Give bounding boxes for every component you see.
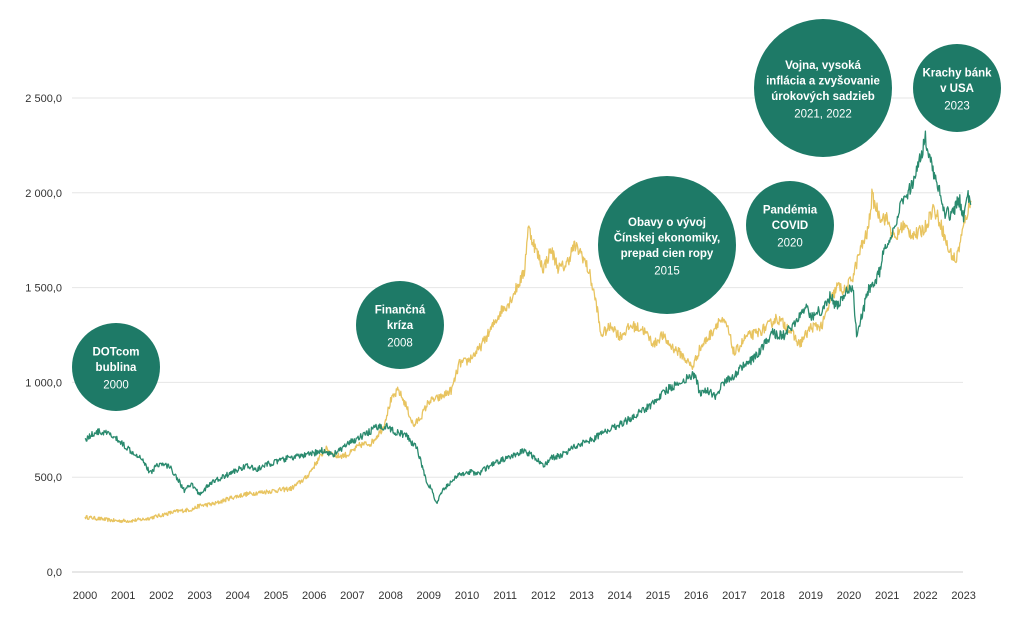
annotation-title-line: Obavy o vývoj (628, 217, 706, 229)
annotation-year: 2008 (387, 338, 413, 350)
annotation-circle (356, 281, 444, 369)
annotation-year: 2000 (103, 380, 129, 392)
annotation-title-line: úrokových sadzieb (771, 91, 875, 103)
y-tick-label: 1 500,0 (25, 283, 62, 295)
annotation-banks: Krachy bánk v USA 2023 (913, 44, 1001, 132)
x-tick-label: 2000 (73, 590, 97, 602)
y-axis-labels: 0,0 500,0 1 000,0 1 500,0 2 000,0 2 500,0 (25, 93, 62, 579)
annotation-circle (754, 19, 892, 157)
annotation-title-line: Vojna, vysoká (785, 60, 861, 72)
annotation-year: 2015 (654, 265, 680, 277)
x-tick-label: 2017 (722, 590, 746, 602)
annotation-title-line: Krachy bánk (922, 68, 992, 80)
x-tick-label: 2021 (875, 590, 899, 602)
annotation-china: Obavy o vývoj Čínskej ekonomiky, prepad ci… (598, 176, 736, 314)
x-tick-label: 2008 (378, 590, 402, 602)
x-tick-label: 2019 (799, 590, 823, 602)
y-grid (72, 97, 963, 573)
annotation-title-line: bublina (96, 362, 137, 374)
annotation-title-line: Finančná (375, 305, 426, 317)
x-tick-label: 2013 (569, 590, 593, 602)
annotation-circle (598, 176, 736, 314)
annotation-covid: Pandémia COVID 2020 (746, 181, 834, 269)
x-tick-label: 2002 (149, 590, 173, 602)
annotation-dotcom: DOTcom bublina 2000 (72, 323, 160, 411)
series-line-green (84, 130, 972, 505)
x-tick-label: 2006 (302, 590, 326, 602)
x-tick-label: 2015 (646, 590, 670, 602)
x-tick-label: 2016 (684, 590, 708, 602)
annotation-title-line: prepad cien ropy (621, 248, 714, 260)
annotation-title-line: Pandémia (763, 205, 818, 217)
annotation-title-line: COVID (772, 220, 808, 232)
x-tick-label: 2010 (455, 590, 479, 602)
x-tick-label: 2020 (837, 590, 861, 602)
y-tick-label: 0,0 (47, 567, 62, 579)
annotation-year: 2020 (777, 238, 803, 250)
annotation-war: Vojna, vysoká inflácia a zvyšovanie úrokov… (754, 19, 892, 157)
annotation-title-line: v USA (940, 83, 974, 95)
annotation-title-line: Čínskej ekonomiky, (614, 231, 721, 244)
x-tick-label: 2012 (531, 590, 555, 602)
annotation-circle (746, 181, 834, 269)
annotation-year: 2021, 2022 (794, 108, 852, 120)
x-tick-label: 2023 (951, 590, 975, 602)
series-lines (84, 130, 972, 524)
y-tick-label: 2 500,0 (25, 93, 62, 105)
annotation-financial: Finančná kríza 2008 (356, 281, 444, 369)
annotation-title-line: inflácia a zvyšovanie (766, 75, 880, 87)
x-tick-label: 2014 (608, 590, 632, 602)
x-tick-label: 2007 (340, 590, 364, 602)
annotation-circle (72, 323, 160, 411)
annotation-year: 2023 (944, 101, 970, 113)
x-tick-label: 2011 (493, 590, 517, 602)
x-tick-label: 2005 (264, 590, 288, 602)
x-tick-label: 2001 (111, 590, 135, 602)
annotation-title-line: kríza (387, 320, 414, 332)
annotation-bubbles: DOTcom bublina 2000 Finančná kríza 2008 Obavy … (72, 19, 1001, 411)
annotation-circle (913, 44, 1001, 132)
x-tick-label: 2003 (187, 590, 211, 602)
annotation-title-line: DOTcom (92, 347, 139, 359)
x-axis-labels: 2000 2001 2002 2003 2004 2005 2006 2007 2008 2009… (73, 590, 976, 602)
x-tick-label: 2022 (913, 590, 937, 602)
series-line-yellow (84, 188, 972, 524)
y-tick-label: 2 000,0 (25, 188, 62, 200)
x-tick-label: 2009 (417, 590, 441, 602)
y-tick-label: 1 000,0 (25, 377, 62, 389)
x-tick-label: 2018 (760, 590, 784, 602)
y-tick-label: 500,0 (34, 472, 62, 484)
x-tick-label: 2004 (226, 590, 250, 602)
